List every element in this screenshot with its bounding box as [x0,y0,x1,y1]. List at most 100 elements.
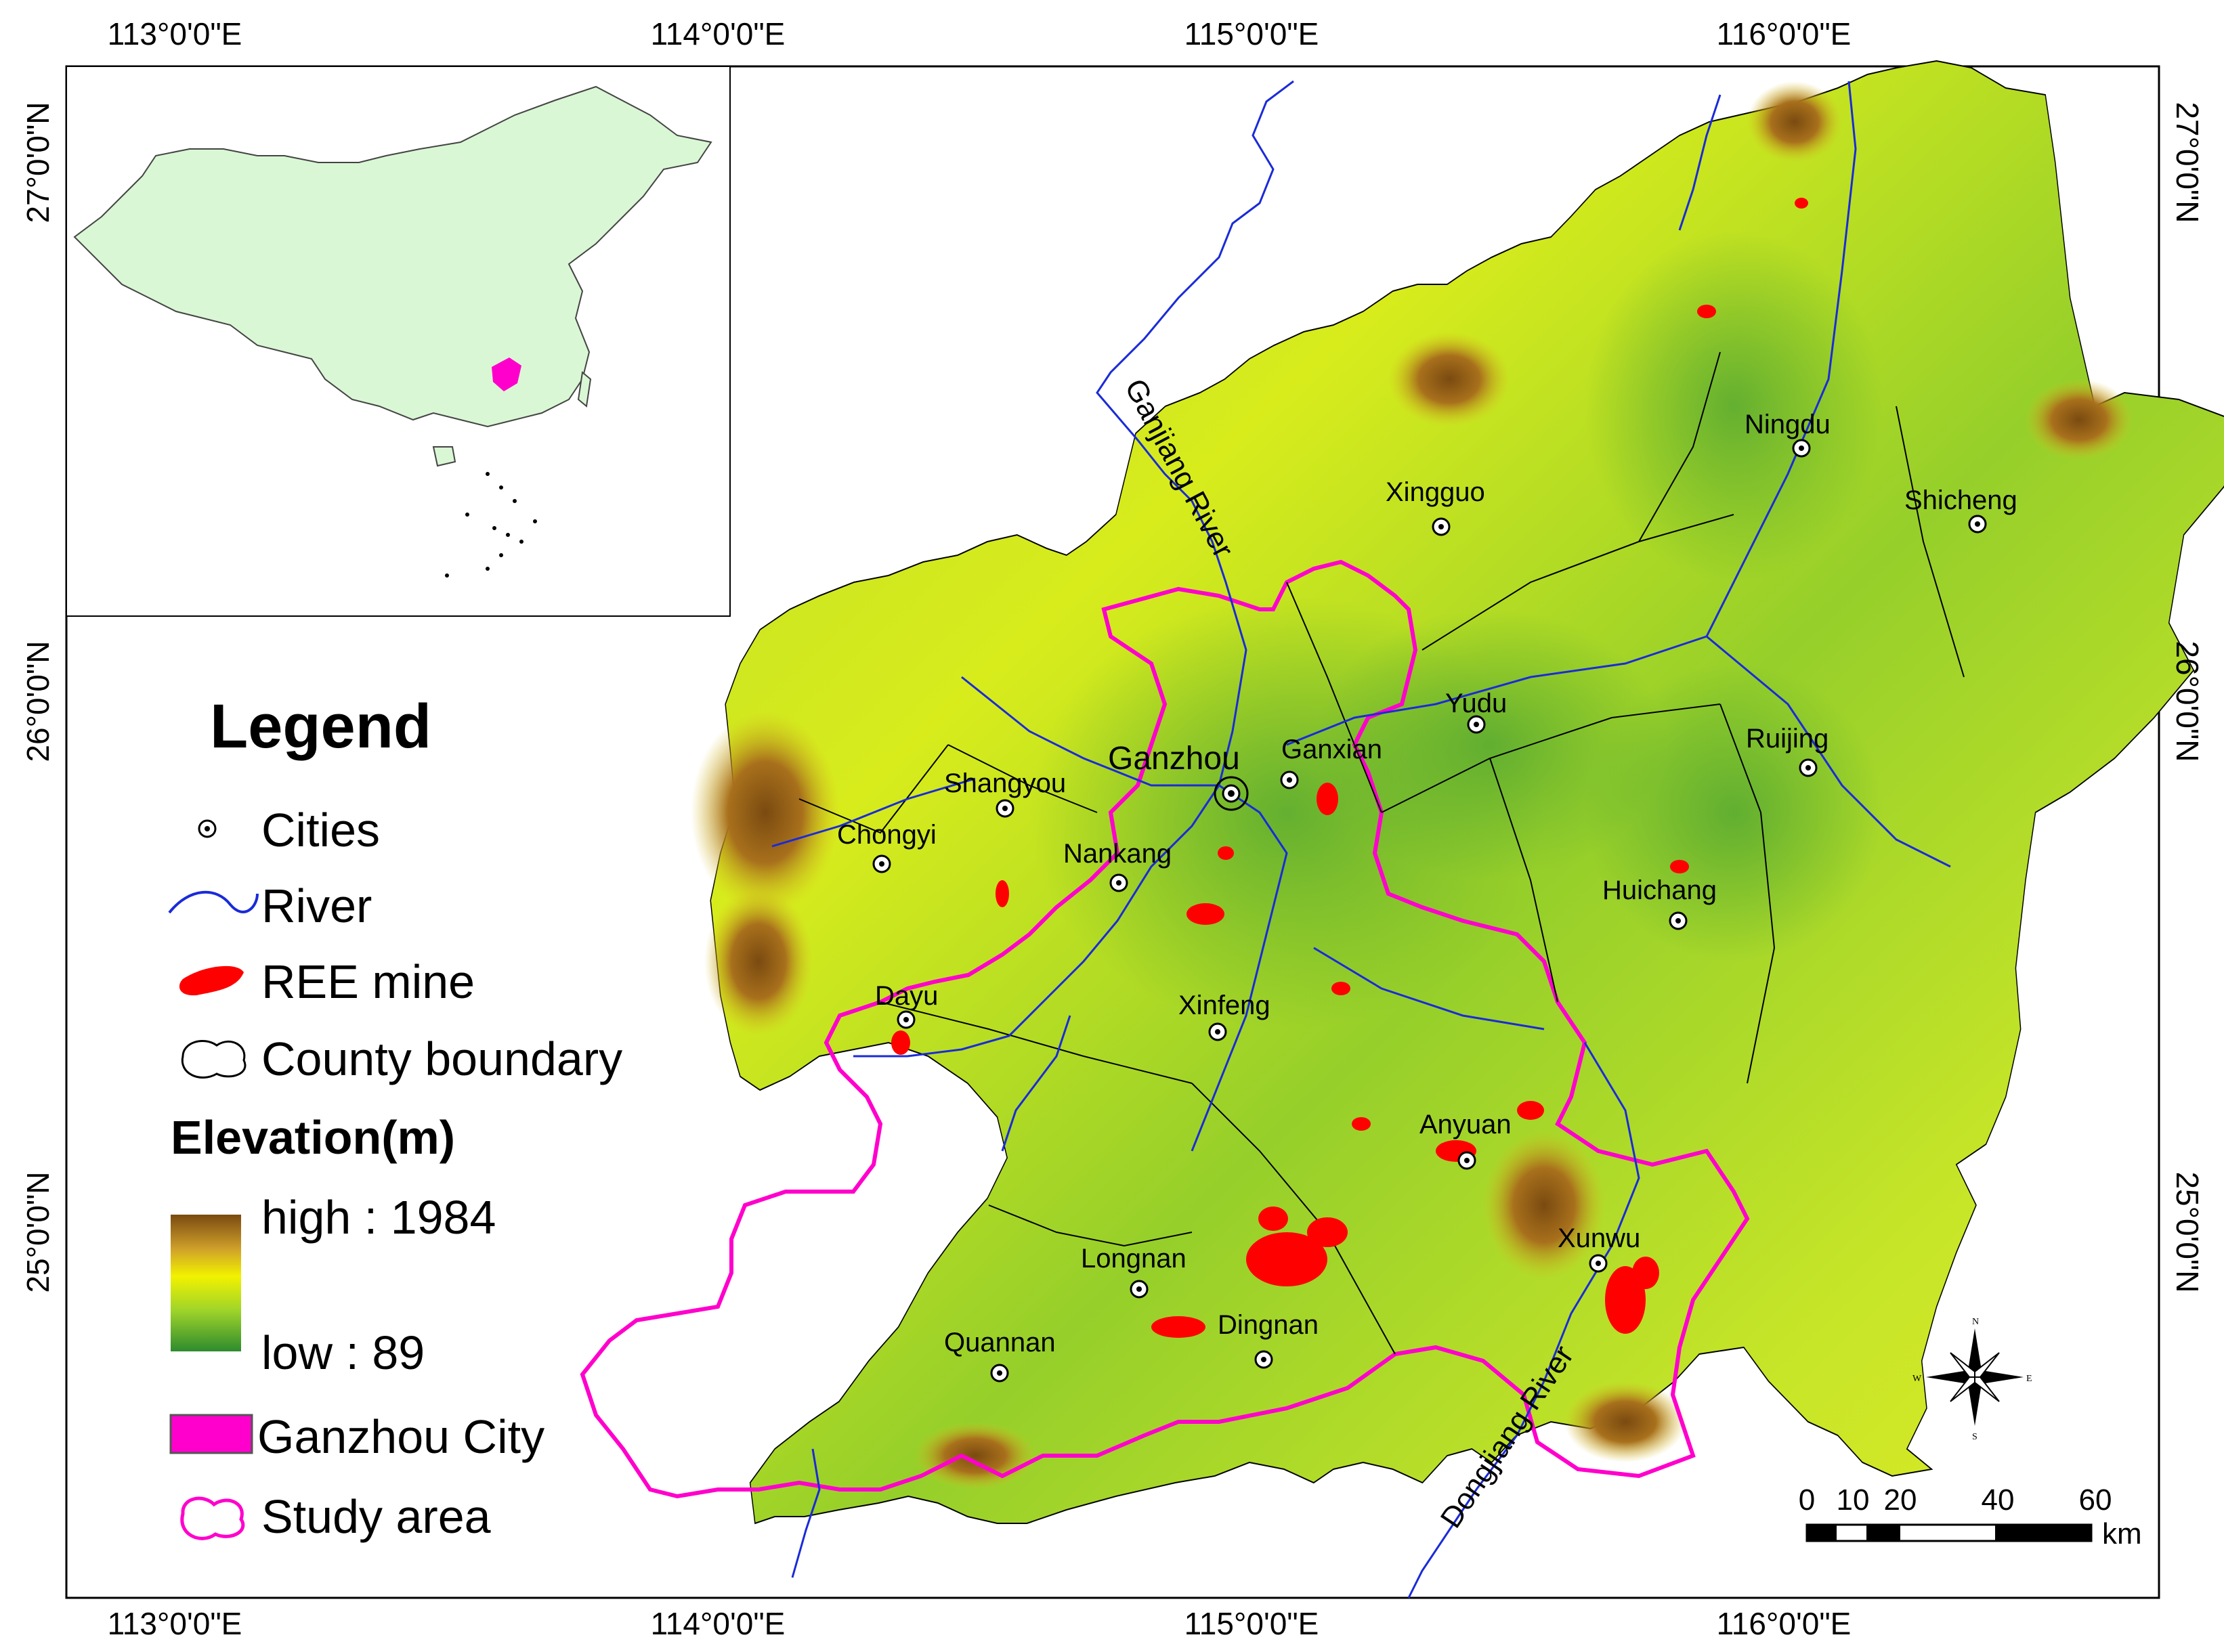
mountain-northeast [2025,379,2133,460]
city-huichang: Huichang [1602,875,1717,930]
svg-text:Ganxian: Ganxian [1281,735,1382,764]
city-xinfeng: Xinfeng [1178,991,1270,1041]
svg-text:116°0'0"E: 116°0'0"E [1717,1606,1852,1641]
svg-text:Quannan: Quannan [944,1328,1056,1357]
legend-ganzhou-city: Ganzhou City [169,1410,544,1463]
city-xingguo: Xingguo [1386,477,1485,536]
svg-text:25°0'0"N: 25°0'0"N [2170,1171,2205,1292]
mountain-north [1747,81,1842,162]
elevation-low: low : 89 [261,1326,425,1379]
city-shangyou: Shangyou [944,768,1066,818]
svg-text:10: 10 [1837,1483,1870,1517]
mountain-south [1564,1381,1686,1462]
svg-text:REE mine: REE mine [261,955,475,1008]
svg-text:N: N [1972,1317,1979,1327]
svg-text:Anyuan: Anyuan [1419,1110,1512,1139]
svg-text:Study area: Study area [261,1490,491,1543]
china-outline [73,85,712,428]
legend-title: Legend [210,692,431,761]
mountain-west2 [704,887,813,1036]
city-quannan: Quannan [944,1328,1056,1383]
city-dayu: Dayu [875,981,938,1029]
graticule-labels: 113°0'0"E 114°0'0"E 115°0'0"E 116°0'0"E … [20,16,2205,1641]
svg-text:Ningdu: Ningdu [1745,410,1831,439]
svg-text:Shangyou: Shangyou [944,768,1066,798]
terrain-layer [691,60,2224,1525]
city-anyuan: Anyuan [1419,1110,1512,1170]
svg-text:26°0'0"N: 26°0'0"N [2170,640,2205,762]
svg-text:60: 60 [2079,1483,2112,1517]
svg-text:County boundary: County boundary [261,1032,622,1085]
legend-study-area: Study area [180,1490,491,1543]
svg-text:Ganzhou City: Ganzhou City [257,1410,544,1463]
city-ruijing: Ruijing [1746,724,1829,777]
ganjiang-river [1096,80,1294,786]
svg-text:Cities: Cities [261,804,380,856]
svg-text:114°0'0"E: 114°0'0"E [651,16,786,51]
svg-text:Xingguo: Xingguo [1386,477,1485,507]
svg-text:113°0'0"E: 113°0'0"E [108,16,242,51]
legend-county-boundary: County boundary [181,1032,622,1085]
city-yudu: Yudu [1445,689,1507,734]
svg-text:Dingnan: Dingnan [1218,1310,1319,1340]
elevation-ramp [171,1215,241,1351]
mountain-xunwu [1483,1131,1605,1280]
svg-text:27°0'0"N: 27°0'0"N [20,102,56,223]
valley-yudu [1314,609,1666,880]
svg-text:Ganzhou: Ganzhou [1108,741,1240,777]
north-arrow: N S E W [1912,1317,2032,1442]
city-shicheng: Shicheng [1904,485,2017,534]
taiwan [577,371,592,408]
city-ganxian: Ganxian [1280,735,1382,789]
svg-text:Huichang: Huichang [1602,875,1717,905]
svg-text:113°0'0"E: 113°0'0"E [108,1606,242,1641]
svg-text:Longnan: Longnan [1081,1244,1186,1274]
svg-text:Shicheng: Shicheng [1904,485,2017,515]
dongjiang-river [1407,1381,1545,1599]
svg-text:Nankang: Nankang [1063,839,1172,869]
rivers [771,80,1951,1599]
city-xunwu: Xunwu [1558,1223,1640,1273]
svg-text:River: River [261,879,372,932]
svg-text:Chongyi: Chongyi [837,820,937,850]
city-longnan: Longnan [1081,1244,1186,1299]
svg-text:114°0'0"E: 114°0'0"E [651,1606,786,1641]
legend-cities: Cities [198,804,380,856]
svg-text:115°0'0"E: 115°0'0"E [1184,16,1319,51]
scale-bar: 0 10 20 40 60 km [1799,1483,2142,1550]
svg-text:Xinfeng: Xinfeng [1178,991,1270,1020]
svg-text:20: 20 [1884,1483,1917,1517]
inset-study-area [492,357,521,391]
south-sea-islands [445,472,537,578]
legend: Legend Cities River REE mine County boun… [168,692,622,1543]
legend-ree-mine: REE mine [179,955,475,1008]
legend-river: River [168,879,372,932]
city-nankang: Nankang [1063,839,1172,892]
svg-text:116°0'0"E: 116°0'0"E [1717,16,1852,51]
city-dingnan: Dingnan [1218,1310,1319,1369]
svg-text:Xunwu: Xunwu [1558,1223,1640,1253]
valley-ruijing [1585,664,1883,961]
svg-text:W: W [1912,1374,1922,1384]
city-ningdu: Ningdu [1745,410,1831,458]
svg-text:km: km [2102,1517,2142,1550]
valley-ningdu [1585,230,1883,582]
svg-text:Ruijing: Ruijing [1746,724,1829,754]
cities: Ningdu Xingguo Shicheng Yudu Ruijing Gan… [837,410,2017,1383]
svg-text:Dayu: Dayu [875,981,938,1011]
svg-text:0: 0 [1799,1483,1815,1517]
svg-text:25°0'0"N: 25°0'0"N [20,1171,56,1292]
mountain-southwest [914,1422,1036,1490]
hainan [432,446,456,467]
mountain-xingguo [1388,332,1510,427]
legend-elevation-title: Elevation(m) [171,1111,455,1164]
svg-text:26°0'0"N: 26°0'0"N [20,640,56,762]
svg-text:S: S [1972,1432,1977,1442]
mountain-west [691,711,840,914]
svg-text:27°0'0"N: 27°0'0"N [2170,102,2205,223]
city-ganzhou: Ganzhou [1108,741,1249,811]
svg-text:E: E [2026,1374,2032,1384]
svg-text:Yudu: Yudu [1445,689,1507,718]
elevation-high: high : 1984 [261,1191,496,1244]
